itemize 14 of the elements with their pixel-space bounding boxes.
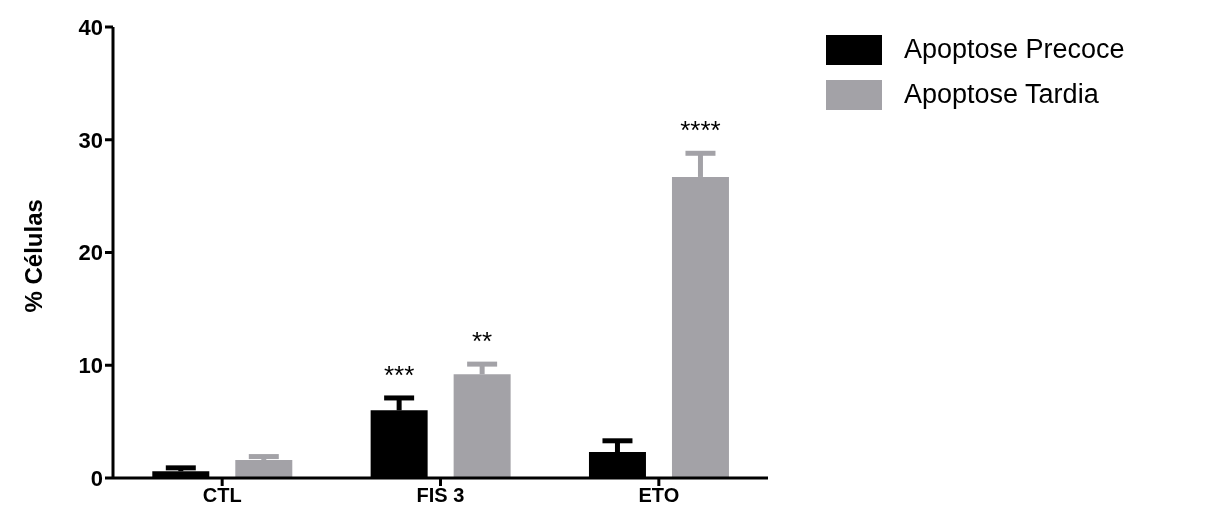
y-tick-label: 10 bbox=[78, 353, 103, 379]
annotation: **** bbox=[680, 115, 721, 146]
y-tick-label: 40 bbox=[78, 14, 103, 40]
y-tick-label: 0 bbox=[90, 465, 103, 491]
y-axis-title: % Células bbox=[19, 199, 47, 313]
x-tick-label: CTL bbox=[202, 484, 242, 507]
y-tick-label: 20 bbox=[78, 240, 103, 266]
annotation: ** bbox=[472, 326, 493, 357]
legend-label: Apoptose Precoce bbox=[904, 34, 1125, 65]
annotation: *** bbox=[383, 359, 415, 390]
x-tick-label: ETO bbox=[638, 484, 680, 507]
x-tick-label: FIS 3 bbox=[416, 484, 465, 507]
legend-label: Apoptose Tardia bbox=[904, 79, 1099, 110]
y-tick-label: 30 bbox=[78, 127, 103, 153]
